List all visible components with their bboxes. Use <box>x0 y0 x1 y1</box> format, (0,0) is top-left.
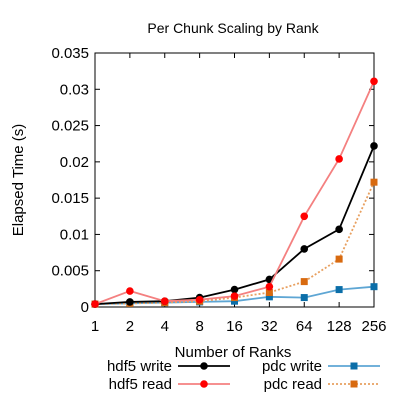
data-point-pdc-read <box>300 278 308 286</box>
x-tick-label: 64 <box>296 318 313 335</box>
legend-label: hdf5 read <box>109 376 172 393</box>
series-layer <box>91 77 378 308</box>
x-tick-label: 16 <box>226 318 243 335</box>
x-tick-label: 128 <box>327 318 352 335</box>
legend-item-hdf5-write: hdf5 write <box>107 358 230 375</box>
y-tick-label: 0.01 <box>60 226 89 243</box>
data-point-hdf5-read <box>265 282 274 291</box>
data-point-hdf5-read <box>370 77 378 86</box>
x-tick-label: 32 <box>261 318 278 335</box>
data-point-pdc-read <box>370 178 378 186</box>
x-axis: 1 2 4 8 16 32 64 128 256 <box>91 53 387 335</box>
data-point-hdf5-write <box>370 142 378 150</box>
y-tick-label: 0.015 <box>51 190 89 207</box>
data-point-hdf5-write <box>126 298 134 306</box>
y-tick-label: 0.03 <box>60 81 89 98</box>
data-point-pdc-write <box>335 286 343 294</box>
x-tick-label: 4 <box>161 318 169 335</box>
series-hdf5-read <box>91 77 378 308</box>
data-point-hdf5-read <box>126 287 134 295</box>
y-axis-title: Elapsed Time (s) <box>10 124 27 237</box>
data-point-hdf5-write <box>335 225 343 234</box>
data-point-pdc-read <box>335 255 343 263</box>
legend-marker <box>350 380 358 388</box>
data-point-pdc-write <box>265 293 273 301</box>
data-point-pdc-write <box>300 294 308 302</box>
data-point-hdf5-read <box>335 155 343 163</box>
legend-label: hdf5 write <box>107 358 172 375</box>
x-tick-label: 2 <box>126 318 134 335</box>
x-tick-label: 256 <box>361 318 386 335</box>
x-axis-title: Number of Ranks <box>175 344 292 361</box>
plot-frame <box>94 52 375 308</box>
x-tick-label: 8 <box>195 318 203 335</box>
y-tick-label: 0.035 <box>51 45 89 62</box>
data-point-pdc-read <box>265 288 273 296</box>
legend-label: pdc read <box>264 376 322 393</box>
y-tick-label: 0.025 <box>51 118 89 135</box>
y-tick-label: 0 <box>81 299 89 316</box>
legend-marker <box>350 362 358 370</box>
data-point-pdc-write <box>231 297 238 305</box>
y-tick-label: 0.02 <box>60 154 89 171</box>
legend-item-pdc-read: pdc read <box>264 376 380 393</box>
legend-item-hdf5-read: hdf5 read <box>109 376 230 393</box>
x-tick-label: 1 <box>91 318 99 335</box>
legend-label: pdc write <box>262 358 322 375</box>
data-point-hdf5-read <box>91 300 99 308</box>
data-point-hdf5-read <box>230 292 239 300</box>
data-point-hdf5-read <box>195 295 204 304</box>
y-axis: 0 0.005 0.01 0.015 0.02 0.025 0.03 0.035 <box>51 45 374 316</box>
data-point-hdf5-read <box>300 212 309 221</box>
data-point-hdf5-write <box>300 245 309 253</box>
legend-item-pdc-write: pdc write <box>262 358 380 375</box>
series-line-hdf5-read <box>94 80 375 305</box>
chart-title: Per Chunk Scaling by Rank <box>147 20 319 36</box>
data-point-hdf5-write <box>230 285 239 294</box>
legend-marker <box>200 380 208 388</box>
data-point-hdf5-read <box>160 297 169 305</box>
y-tick-label: 0.005 <box>51 263 89 280</box>
data-point-pdc-write <box>370 283 378 291</box>
legend-marker <box>200 362 208 370</box>
